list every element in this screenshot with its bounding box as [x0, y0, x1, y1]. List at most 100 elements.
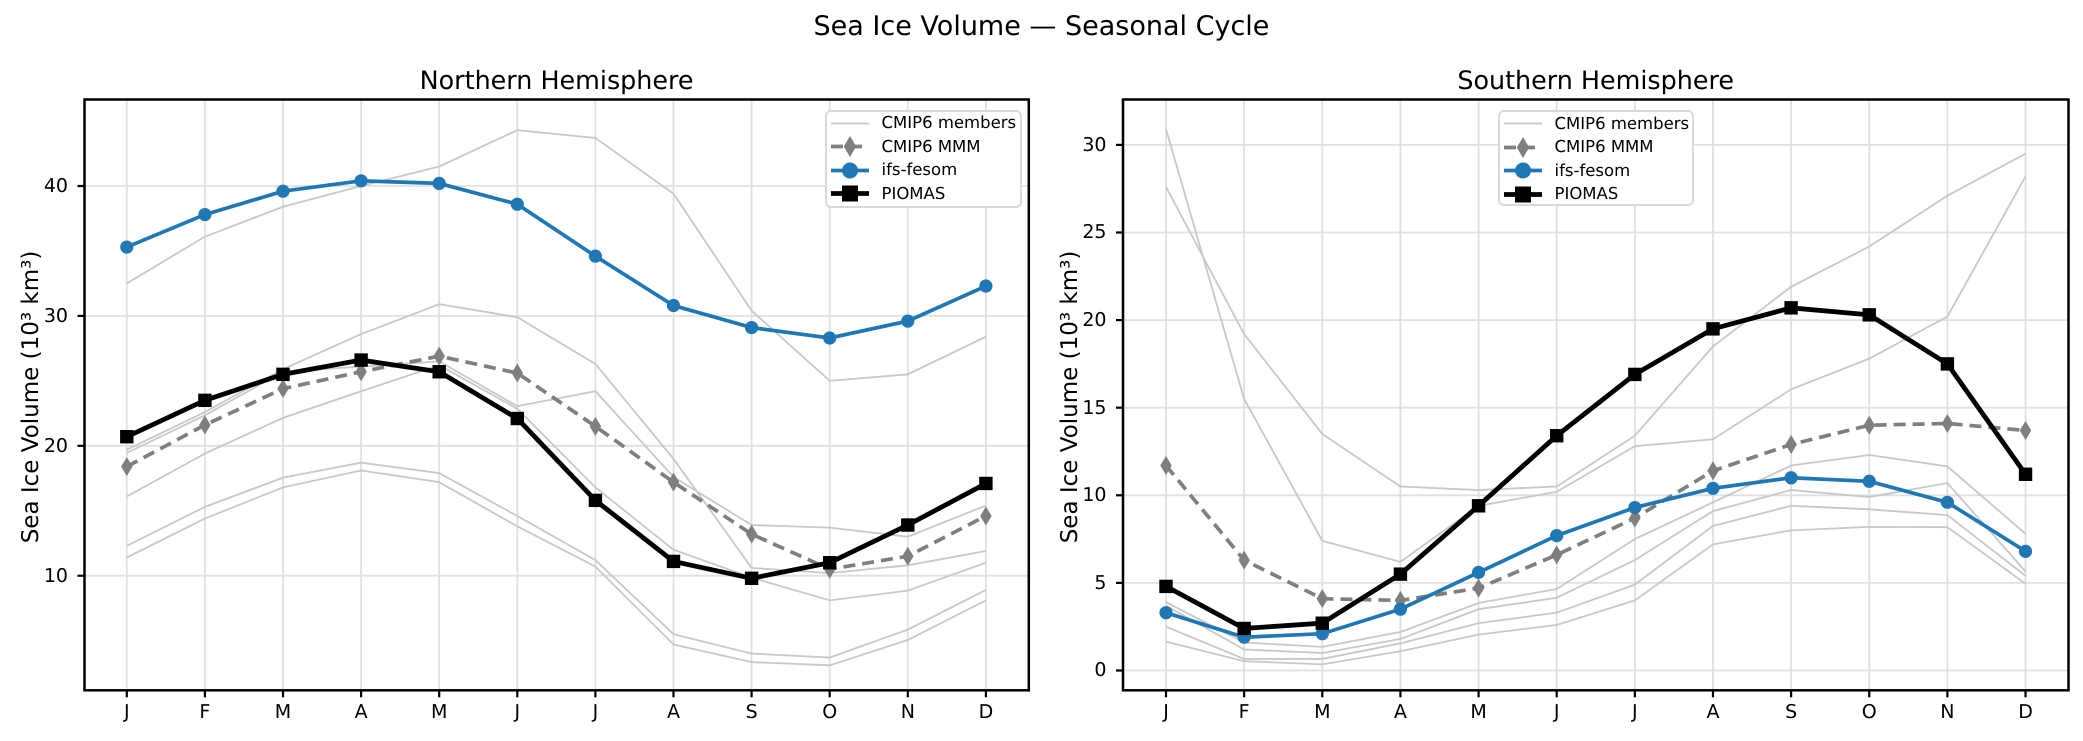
marker-circle-north — [432, 176, 446, 191]
marker-diamond-north — [121, 457, 133, 477]
marker-square-north — [198, 393, 212, 408]
marker-diamond-south — [1316, 589, 1329, 609]
series-line-cmip6-members-north — [126, 469, 987, 667]
legend-item-cmip6-members: CMIP6 members — [1500, 112, 1692, 136]
marker-circle-south — [1315, 627, 1329, 641]
piomas-line-square-icon — [831, 185, 869, 202]
marker-diamond-south — [2019, 420, 2032, 440]
marker-square-north — [901, 518, 915, 532]
marker-square-south — [2018, 467, 2033, 481]
legend-item-cmip6-members: CMIP6 members — [827, 112, 1020, 136]
cmip6-mmm-dashed-diamond-icon — [831, 136, 869, 158]
y-axis-label-south: Sea Ice Volume (10³ km³) — [1056, 250, 1083, 544]
marker-diamond-south — [1941, 413, 1954, 433]
x-tick-label-south: O — [1861, 700, 1877, 723]
x-tick-label-north: N — [900, 700, 915, 723]
x-tick-label-south: D — [2018, 700, 2033, 723]
x-tick-label-south: A — [1393, 700, 1407, 723]
marker-diamond-south — [1785, 434, 1797, 454]
x-tick-label-north: S — [745, 700, 758, 723]
marker-square-north — [588, 493, 603, 508]
marker-circle-north — [276, 184, 290, 198]
marker-square-south — [1393, 567, 1408, 581]
legend-item-cmip6-mmm: CMIP6 MMM — [1500, 136, 1692, 160]
marker-square-south — [1550, 429, 1564, 443]
series-line-piomas-south — [1164, 305, 2028, 631]
x-tick-label-south: M — [1314, 700, 1331, 723]
marker-circle-north — [354, 174, 368, 188]
marker-square-south — [1315, 616, 1329, 630]
marker-diamond-south — [1550, 545, 1563, 565]
piomas-line-square-icon — [1504, 186, 1542, 203]
marker-circle-north — [823, 331, 837, 345]
x-tick-label-south: J — [1163, 700, 1169, 723]
marker-circle-south — [1393, 602, 1408, 616]
axes-box-south — [1121, 98, 2070, 692]
x-tick-label-south: F — [1238, 700, 1250, 723]
y-tick-label-south: 20 — [1082, 309, 1107, 331]
series-line-cmip6-members-south — [1165, 504, 2027, 660]
marker-diamond-north — [433, 346, 445, 366]
marker-square-south — [1471, 499, 1486, 513]
marker-circle-north — [588, 249, 603, 263]
marker-diamond-north — [355, 362, 367, 382]
marker-circle-north — [901, 314, 915, 328]
series-line-ifs-fesom-north — [126, 178, 987, 340]
x-tick-label-north: A — [667, 700, 680, 723]
marker-diamond-south — [1863, 415, 1876, 435]
x-tick-label-north: D — [978, 700, 994, 723]
series-line-piomas-north — [125, 357, 988, 581]
marker-circle-south — [1940, 495, 1954, 509]
legend-south: CMIP6 members CMIP6 MMM ifs-fesom PIOMAS — [1498, 110, 1694, 206]
marker-square-south — [1784, 301, 1798, 315]
marker-circle-north — [120, 240, 134, 254]
cmip6-mmm-dashed-diamond-icon — [1504, 136, 1542, 158]
subplot-title-southern-hemisphere: Southern Hemisphere — [1457, 65, 1734, 96]
marker-square-north — [120, 430, 134, 444]
x-tick-label-north: M — [430, 700, 448, 723]
series-line-cmip6-members-south — [1165, 128, 2027, 563]
marker-square-south — [1159, 579, 1173, 594]
marker-diamond-north — [511, 363, 524, 383]
y-tick-label-south: 5 — [1094, 571, 1107, 594]
x-tick-label-north: J — [592, 700, 599, 723]
legend-label: PIOMAS — [1554, 184, 1619, 204]
legend-label: ifs-fesom — [881, 160, 958, 180]
marker-circle-south — [1784, 471, 1798, 485]
marker-square-north — [666, 554, 681, 569]
marker-square-north — [354, 353, 368, 367]
axes-box-north — [83, 98, 1031, 692]
marker-diamond-north — [745, 524, 758, 544]
legend-label: CMIP6 MMM — [1554, 137, 1654, 157]
x-tick-label-south: J — [1632, 700, 1638, 723]
marker-circle-south — [2018, 544, 2033, 558]
legend-label: CMIP6 MMM — [881, 136, 981, 156]
subplot-title-northern-hemisphere: Northern Hemisphere — [419, 65, 694, 96]
marker-diamond-south — [1472, 578, 1485, 598]
series-line-cmip6-members-south — [1165, 525, 2027, 666]
legend-north: CMIP6 members CMIP6 MMM ifs-fesom PIOMAS — [825, 109, 1022, 208]
marker-square-north — [979, 476, 993, 491]
marker-diamond-south — [1160, 456, 1172, 476]
x-tick-label-north: M — [274, 700, 292, 723]
marker-square-south — [1940, 357, 1955, 371]
legend-item-piomas: PIOMAS — [1500, 183, 1692, 207]
marker-circle-north — [745, 320, 759, 335]
marker-diamond-north — [589, 416, 602, 436]
legend-item-piomas: PIOMAS — [827, 182, 1020, 206]
legend-item-ifs-fesom: ifs-fesom — [827, 159, 1020, 183]
marker-square-south — [1862, 308, 1876, 322]
cmip6-members-line-icon — [1504, 122, 1542, 125]
marker-diamond-south — [1238, 550, 1250, 570]
x-tick-label-north: A — [354, 700, 368, 723]
y-tick-label-south: 10 — [1082, 484, 1107, 507]
marker-diamond-north — [902, 546, 914, 566]
series-line-cmip6-members-south — [1165, 152, 2026, 491]
series-line-cmip6-members-north — [126, 129, 987, 382]
series-line-cmip6-members-south — [1165, 482, 2027, 654]
y-tick-label-south: 30 — [1082, 133, 1107, 156]
y-tick-label-north: 10 — [43, 564, 68, 587]
cmip6-members-line-icon — [831, 122, 869, 125]
